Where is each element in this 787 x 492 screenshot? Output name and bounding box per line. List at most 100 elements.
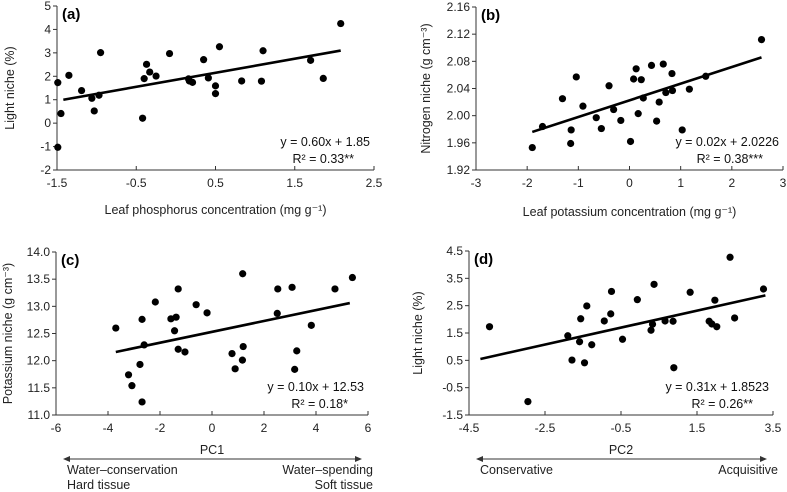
annotation-left: Conservative (480, 463, 553, 477)
data-point (152, 72, 160, 80)
data-point (668, 86, 677, 95)
y-tick-label: 14.0 (27, 245, 51, 259)
data-point (172, 313, 180, 321)
data-point (653, 117, 661, 125)
data-point (618, 335, 627, 343)
data-point (678, 126, 686, 134)
data-point (138, 398, 146, 406)
data-point (211, 90, 220, 98)
data-point (136, 360, 144, 369)
data-point (731, 314, 739, 322)
data-point (65, 71, 73, 79)
y-tick-label: 5 (44, 0, 51, 13)
data-point (759, 285, 768, 293)
arrow-left-icon (476, 456, 483, 462)
arrow-right-icon (355, 456, 362, 462)
data-point (257, 77, 266, 85)
y-tick-label: 4 (44, 22, 51, 36)
data-point (558, 95, 567, 103)
data-point (288, 283, 296, 291)
data-point (239, 270, 247, 278)
y-tick-label: 2.00 (447, 109, 471, 123)
x-tick-label: 1.5 (286, 176, 303, 190)
x-tick-label: -0.5 (126, 176, 147, 190)
x-axis-title: PC2 (609, 443, 633, 457)
data-point (567, 139, 575, 148)
x-tick-label: 2 (261, 421, 268, 435)
y-tick-label: 1 (44, 93, 51, 107)
data-point (307, 321, 315, 329)
annotation-right: Soft tissue (315, 478, 373, 492)
panel-a: -2 -1 0 1 2 3 4 5 -1.5 -0.5 0.5 1.5 2.5 (a) Leaf phosp… (3, 0, 383, 217)
data-point (655, 98, 663, 106)
data-point (524, 398, 532, 406)
data-point (617, 116, 625, 125)
x-tick-label: -4.5 (459, 421, 480, 435)
panel-label: (d) (474, 251, 493, 268)
data-point (291, 365, 299, 373)
data-point (650, 280, 658, 288)
data-point (597, 124, 605, 133)
y-tick-label: -2 (40, 163, 51, 177)
x-tick-label: 3.5 (765, 421, 782, 435)
data-point (151, 298, 159, 306)
data-point (711, 296, 719, 304)
x-tick-label: -2 (522, 176, 533, 190)
x-tick-label: -3 (471, 176, 482, 190)
data-point (528, 143, 536, 152)
data-point (485, 323, 494, 331)
data-point (128, 382, 136, 390)
data-point (331, 285, 339, 293)
y-tick-label: 2.5 (446, 299, 463, 313)
y-tick-label: -0.5 (442, 381, 463, 395)
y-tick-label: 12.5 (27, 327, 51, 341)
r-squared: R² = 0.26** (692, 397, 754, 411)
x-axis-title: Leaf potassium concentration (mg g⁻¹) (523, 205, 737, 219)
data-point (215, 43, 224, 51)
regression-equation: y = 0.02x + 2.0226 (675, 135, 779, 149)
x-tick-label: 2 (728, 176, 735, 190)
arrow-left-icon (63, 456, 70, 462)
y-tick-label: 4.5 (446, 244, 463, 258)
r-squared: R² = 0.38*** (697, 152, 763, 166)
data-point (726, 253, 734, 261)
data-point (661, 317, 669, 325)
data-point (239, 342, 247, 351)
data-point (319, 74, 327, 82)
arrow-right-icon (760, 456, 767, 462)
data-point (112, 324, 120, 332)
data-point (572, 73, 580, 81)
r-squared: R² = 0.33** (293, 152, 355, 166)
x-tick-label: 0 (209, 421, 216, 435)
x-tick-label: 1.5 (689, 421, 706, 435)
data-point (231, 365, 239, 373)
data-point (686, 288, 694, 296)
regression-line (63, 49, 341, 102)
data-point (670, 364, 678, 372)
data-point (607, 287, 616, 296)
data-point (580, 359, 589, 367)
data-point (204, 74, 212, 82)
y-tick-label: 1.92 (447, 163, 471, 177)
y-tick-label: 1.5 (446, 326, 463, 340)
data-point (174, 285, 182, 293)
data-point (138, 315, 146, 323)
annotation-right: Acquisitive (718, 463, 778, 477)
annotation-right: Water–spending (282, 463, 373, 477)
x-tick-label: 6 (365, 421, 372, 435)
panel-label: (a) (62, 6, 80, 23)
y-tick-label: -1 (40, 140, 51, 154)
x-tick-label: -1 (573, 176, 584, 190)
data-point (685, 85, 693, 93)
data-point (647, 61, 656, 70)
data-point (95, 91, 103, 99)
data-point (138, 114, 147, 122)
y-tick-label: 3 (44, 46, 51, 60)
data-point (647, 326, 655, 334)
y-axis-title: Light niche (%) (411, 291, 425, 374)
data-point (228, 350, 236, 358)
y-axis-title: Potassium niche (g cm⁻³) (1, 263, 15, 404)
data-point (273, 309, 281, 317)
data-point (337, 19, 345, 28)
